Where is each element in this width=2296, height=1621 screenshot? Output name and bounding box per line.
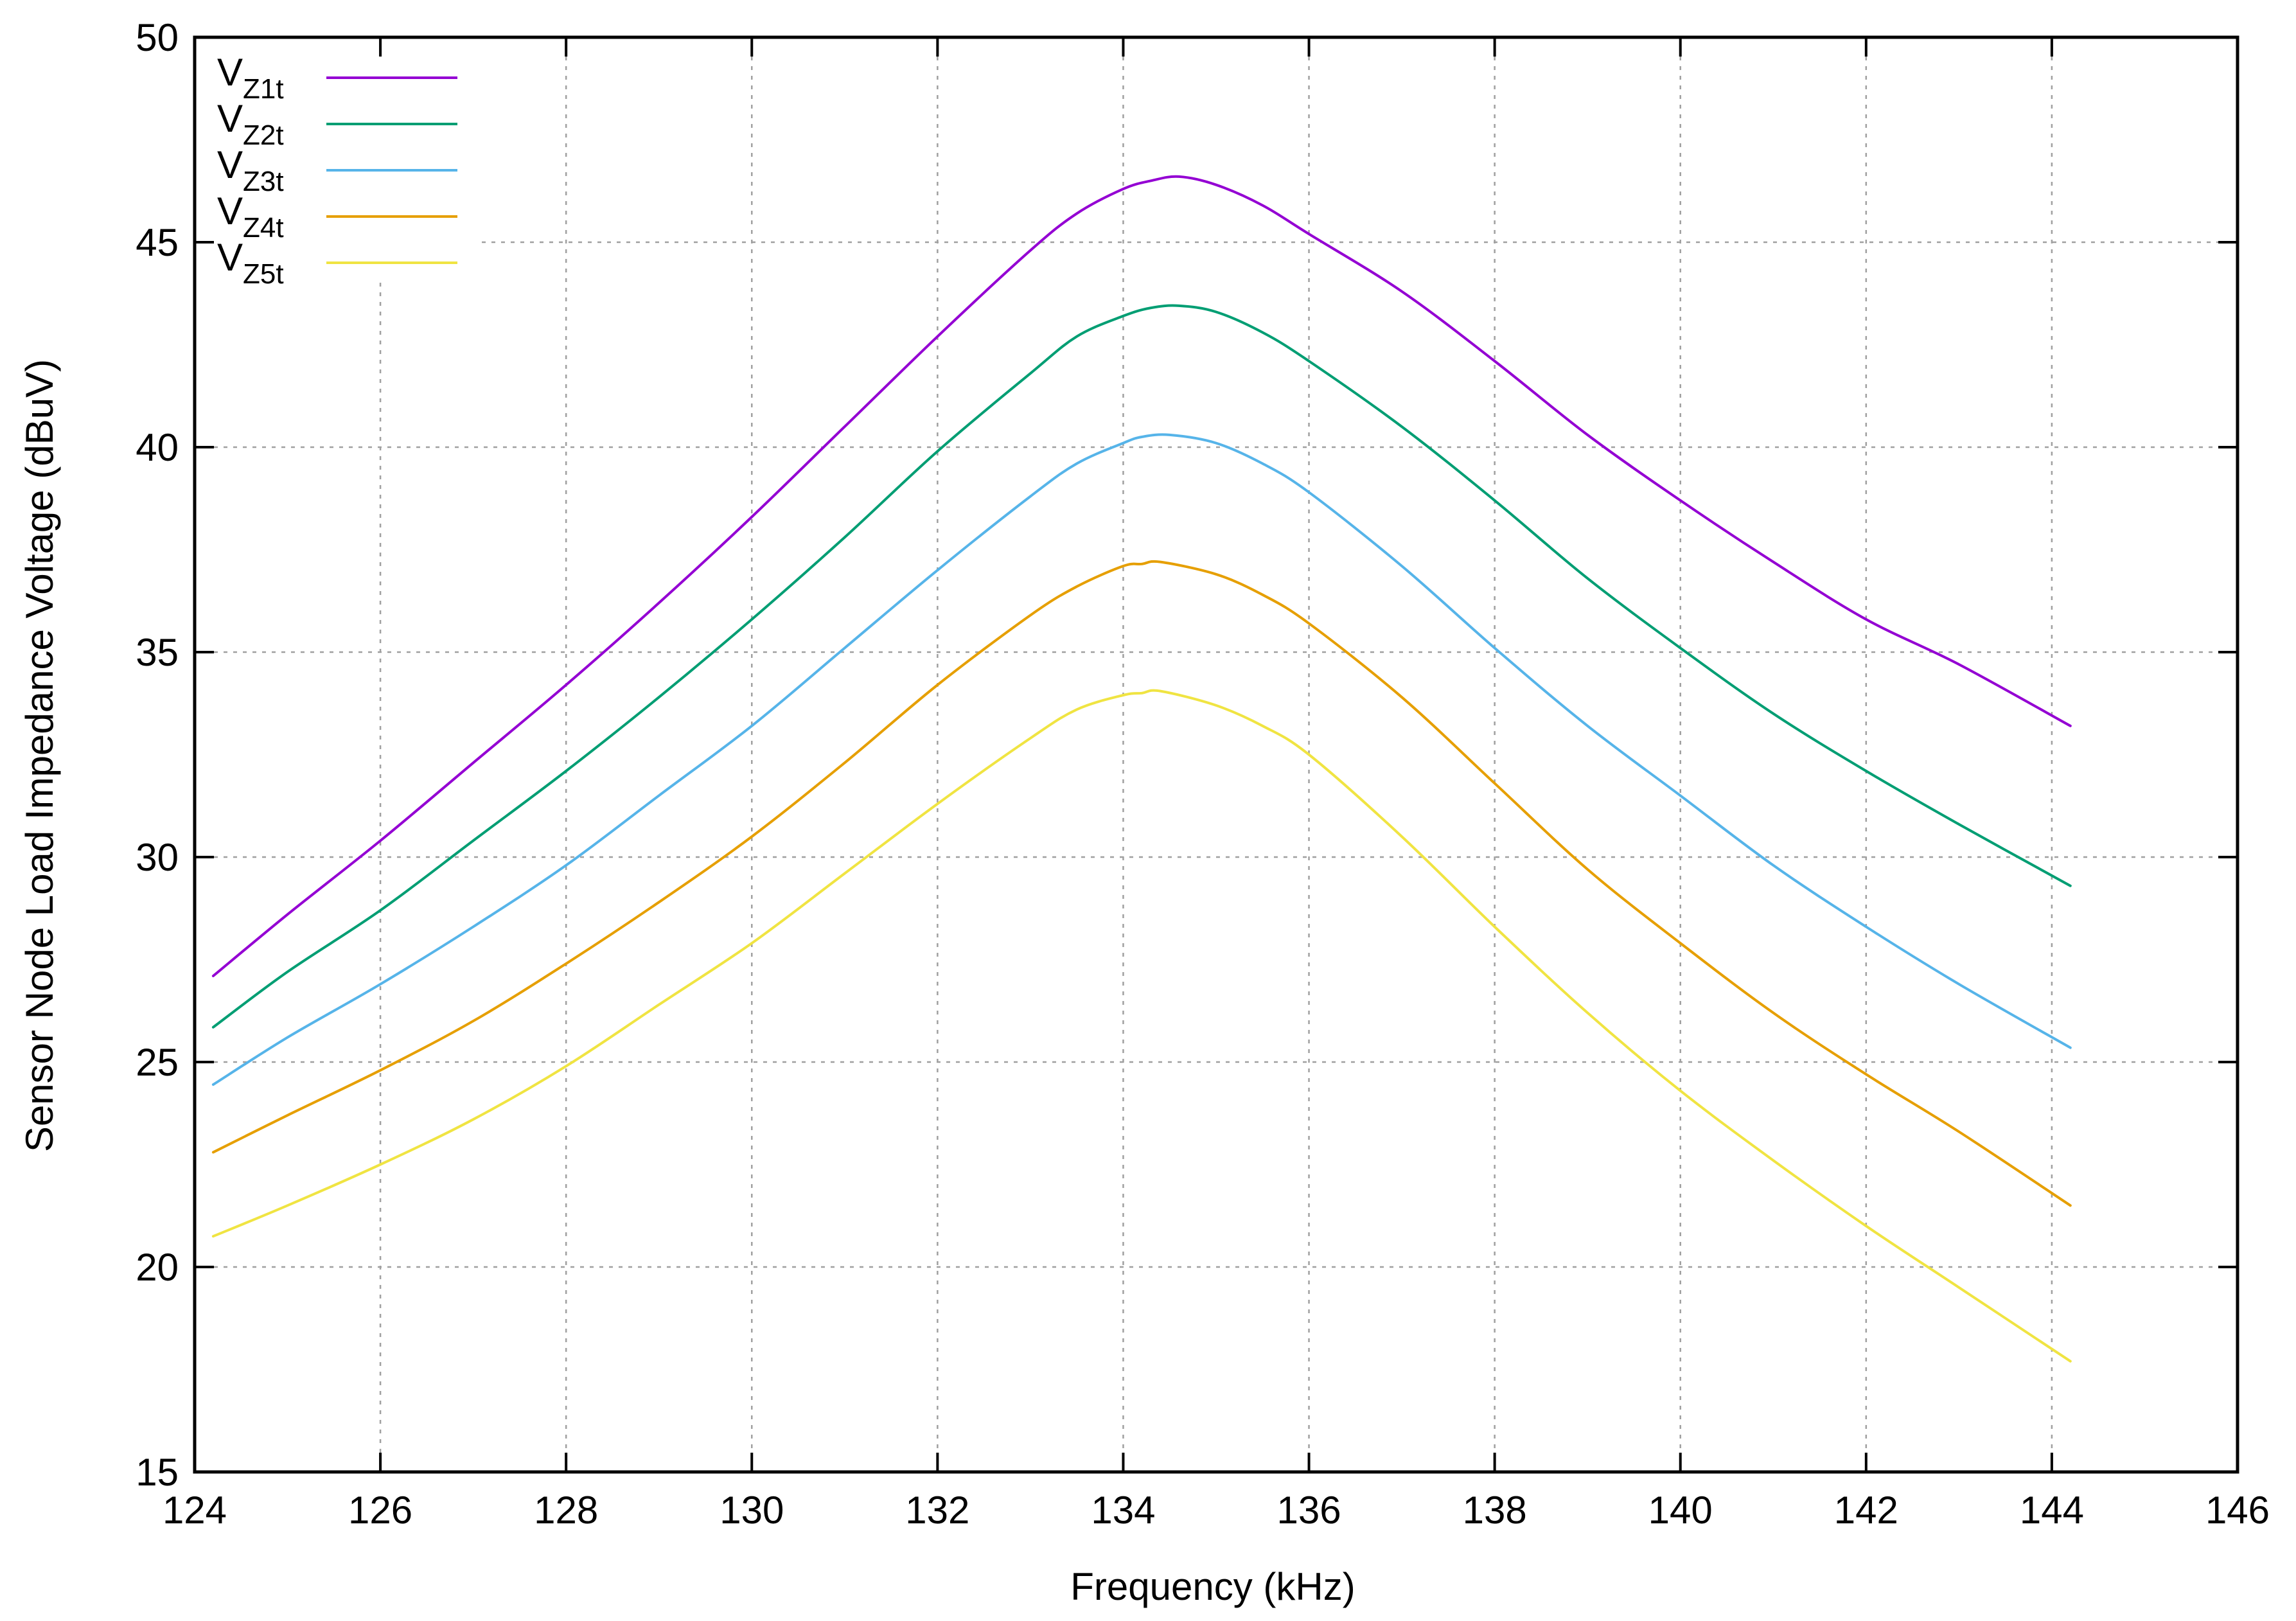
legend-label: VZ1t	[217, 51, 284, 105]
x-tick-label: 134	[1091, 1489, 1155, 1532]
series-line-z3t	[211, 433, 2072, 1086]
x-tick-label: 140	[1648, 1489, 1713, 1532]
x-tick-label: 124	[163, 1489, 227, 1532]
legend-symbol: V	[217, 143, 243, 186]
legend-subscript: Z5t	[243, 258, 284, 290]
grid-lines	[195, 37, 2238, 1472]
legend-subscript: Z3t	[243, 166, 284, 197]
plot-frame	[193, 35, 2239, 1474]
legend-symbol: V	[217, 190, 243, 233]
legend-subscript: Z4t	[243, 212, 284, 244]
y-tick-label: 20	[136, 1246, 179, 1289]
legend-subscript: Z1t	[243, 73, 284, 105]
legend-item-z2t: VZ2t	[217, 97, 457, 151]
legend-label: VZ4t	[217, 190, 284, 244]
y-tick-label: 30	[136, 836, 179, 879]
axis-ticks	[193, 36, 2239, 1473]
x-tick-label: 144	[2020, 1489, 2084, 1532]
legend-label: VZ2t	[217, 97, 284, 151]
x-axis-title: Frequency (kHz)	[1070, 1565, 1355, 1608]
legend-subscript: Z2t	[243, 120, 284, 151]
x-tick-label: 128	[534, 1489, 598, 1532]
legend-label: VZ3t	[217, 143, 284, 197]
y-tick-label: 40	[136, 426, 179, 469]
series-line-z5t	[211, 689, 2072, 1363]
legend-symbol: V	[217, 97, 243, 140]
legend-symbol: V	[217, 236, 243, 279]
x-tick-label: 142	[1834, 1489, 1898, 1532]
x-tick-label: 132	[905, 1489, 969, 1532]
x-tick-label: 136	[1276, 1489, 1341, 1532]
x-tick-label: 126	[348, 1489, 412, 1532]
series-line-z1t	[211, 175, 2072, 977]
series-line-z2t	[211, 304, 2072, 1029]
series-lines	[211, 175, 2072, 1363]
y-tick-label: 35	[136, 631, 179, 674]
tick-labels: 124 126 128 130 132 134 136 138 140 142 144 146 15 20…	[136, 16, 2270, 1532]
legend-symbol: V	[217, 51, 243, 94]
y-tick-label: 45	[136, 221, 179, 264]
y-tick-label: 25	[136, 1041, 179, 1084]
y-axis-title: Sensor Node Load Impedance Voltage (dBuV…	[18, 359, 61, 1152]
legend-item-z1t: VZ1t	[217, 51, 457, 105]
x-tick-label: 146	[2205, 1489, 2270, 1532]
x-tick-label: 130	[720, 1489, 784, 1532]
y-tick-label: 50	[136, 16, 179, 59]
legend-item-z3t: VZ3t	[217, 143, 457, 197]
legend-label: VZ5t	[217, 236, 284, 290]
legend-item-z4t: VZ4t	[217, 190, 457, 244]
legend-item-z5t: VZ5t	[217, 236, 457, 290]
y-tick-label: 15	[136, 1451, 179, 1494]
x-tick-label: 138	[1463, 1489, 1527, 1532]
series-line-z4t	[211, 560, 2072, 1207]
